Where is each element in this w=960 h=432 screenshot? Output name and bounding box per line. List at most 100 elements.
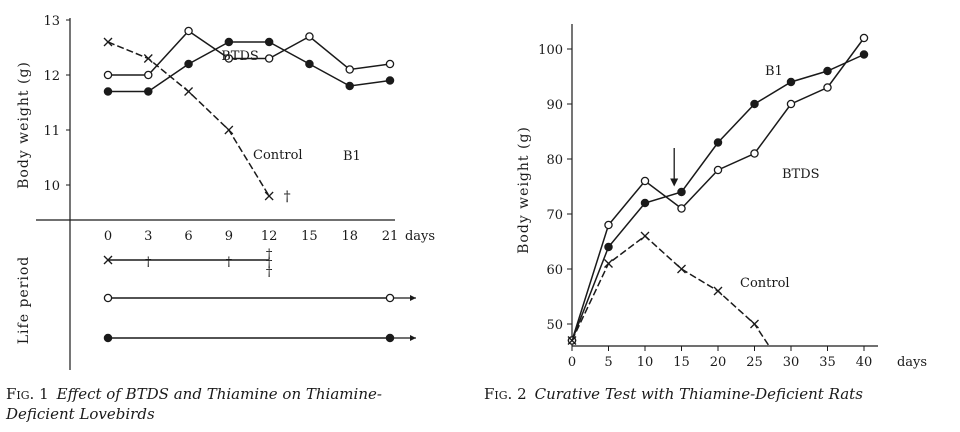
point-b1-day-0 [103,87,113,96]
x-tick-label-12: 12 [261,229,278,244]
point-btds-day-10 [640,176,650,186]
treatment-arrow-head [670,178,679,187]
point-control-day-25-stroke-b [750,319,759,329]
point-control-day-9-stroke-b [224,125,234,135]
x-tick-label-0: 0 [104,229,112,244]
life-row-1-death-dagger-0: † [145,255,152,270]
point-btds-day-3 [144,70,153,80]
point-control-day-0-stroke-b [103,37,113,47]
point-control-day-10 [640,231,650,241]
point-b1-day-15 [677,187,686,197]
figure-1-title: Effect of BTDS and Thiamine on Thiamine-… [6,385,382,423]
figure-1-label: Fig. 1 [6,385,49,403]
series-label-btds: BTDS [221,49,259,64]
life-row-2-arrow-head [410,295,416,301]
series-label-b1: B1 [765,64,783,79]
point-b1-day-10 [640,198,650,208]
x-tick-label-40: 40 [856,355,873,370]
life-row-3-start-marker [103,333,113,343]
point-btds-day-5 [604,220,613,230]
control-death-dagger: † [284,189,291,205]
series-label-btds: BTDS [782,167,820,182]
y-tick-label-12: 12 [43,69,60,84]
x-tick-label-21: 21 [382,229,399,244]
point-btds-day-40 [859,33,869,43]
point-control-day-25 [750,319,759,329]
life-row-1-death-dagger-1: † [226,255,233,270]
life-row-1-start-marker [103,255,113,265]
y-tick-label-60: 60 [546,263,563,278]
x-unit-label: days [405,229,435,244]
point-b1-day-21 [385,76,395,85]
figure-2-title: Curative Test with Thiamine-Deficient Ra… [534,385,863,403]
series-line-control [571,235,770,347]
figure-1-caption: Fig. 1 Effect of BTDS and Thiamine on Thi… [6,384,446,424]
point-b1-day-20 [713,138,723,147]
point-control-day-5 [604,259,613,268]
x-tick-label-9: 9 [225,229,233,244]
point-control-day-0 [567,336,577,345]
x-tick-label-25: 25 [746,355,763,370]
point-control-day-9 [224,125,234,135]
point-btds-day-21 [385,59,395,69]
series-line-b1 [108,41,391,93]
point-btds-day-15 [305,32,314,41]
life-row-1-death-dagger-2: † [266,247,273,262]
life-period-axis-title: Life period [16,256,32,345]
x-tick-label-5: 5 [604,355,612,370]
life-row-1-death-dagger-3: † [266,256,273,271]
point-control-day-3-stroke-b [143,54,153,63]
y-tick-label-90: 90 [546,98,563,113]
y-tick-label-50: 50 [546,318,563,333]
series-label-control: Control [253,148,303,163]
point-b1-day-9 [224,37,234,47]
point-btds-day-9 [224,54,234,63]
point-control-day-3 [143,54,153,63]
x-tick-label-15: 15 [673,355,690,370]
y-tick-label-10: 10 [43,179,60,194]
life-row-2-start-marker [103,293,113,303]
point-control-day-6 [184,87,194,96]
point-b1-day-35 [823,66,832,76]
figure-2-label: Fig. 2 [484,385,527,403]
y-tick-label-13: 13 [43,14,60,29]
x-unit-label: days [897,355,927,370]
series-label-control: Control [740,276,790,291]
point-b1-day-3 [144,87,153,96]
point-btds-day-35 [823,83,832,92]
point-btds-day-30 [786,99,796,109]
point-control-day-15 [677,264,686,274]
y-tick-label-11: 11 [43,124,60,139]
point-b1-day-18 [345,81,354,91]
x-tick-label-15: 15 [301,229,318,244]
point-btds-day-15 [677,204,686,213]
point-b1-day-30 [786,77,796,87]
point-control-day-0 [103,37,113,47]
life-row-3-arrow-head [410,335,416,341]
point-b1-day-25 [750,99,759,109]
point-control-day-0-stroke-b [567,336,577,345]
life-row-1-death-dagger-4: † [266,265,273,280]
point-btds-day-0 [103,70,113,80]
y-axis-title: Body weight (g) [516,126,532,254]
figure-2-caption: Fig. 2 Curative Test with Thiamine-Defici… [484,384,924,404]
point-control-day-6-stroke-b [184,87,194,96]
x-tick-label-10: 10 [637,355,654,370]
point-control-day-20-stroke-b [713,286,723,296]
y-tick-label-100: 100 [538,43,563,58]
point-control-day-20 [713,286,723,296]
point-control-day-15-stroke-b [677,264,686,274]
x-tick-label-3: 3 [144,229,152,244]
y-axis-title: Body weight (g) [16,61,32,189]
point-btds-day-25 [750,149,759,158]
x-tick-label-35: 35 [819,355,836,370]
point-b1-day-40 [859,50,869,59]
series-label-b1: B1 [343,149,361,164]
point-btds-day-18 [345,65,354,74]
point-b1-day-5 [604,242,613,252]
point-btds-day-20 [713,165,723,175]
point-b1-day-15 [305,59,314,69]
life-row-3-end-marker [385,333,395,343]
point-control-day-12 [264,191,274,201]
x-tick-label-20: 20 [710,355,727,370]
